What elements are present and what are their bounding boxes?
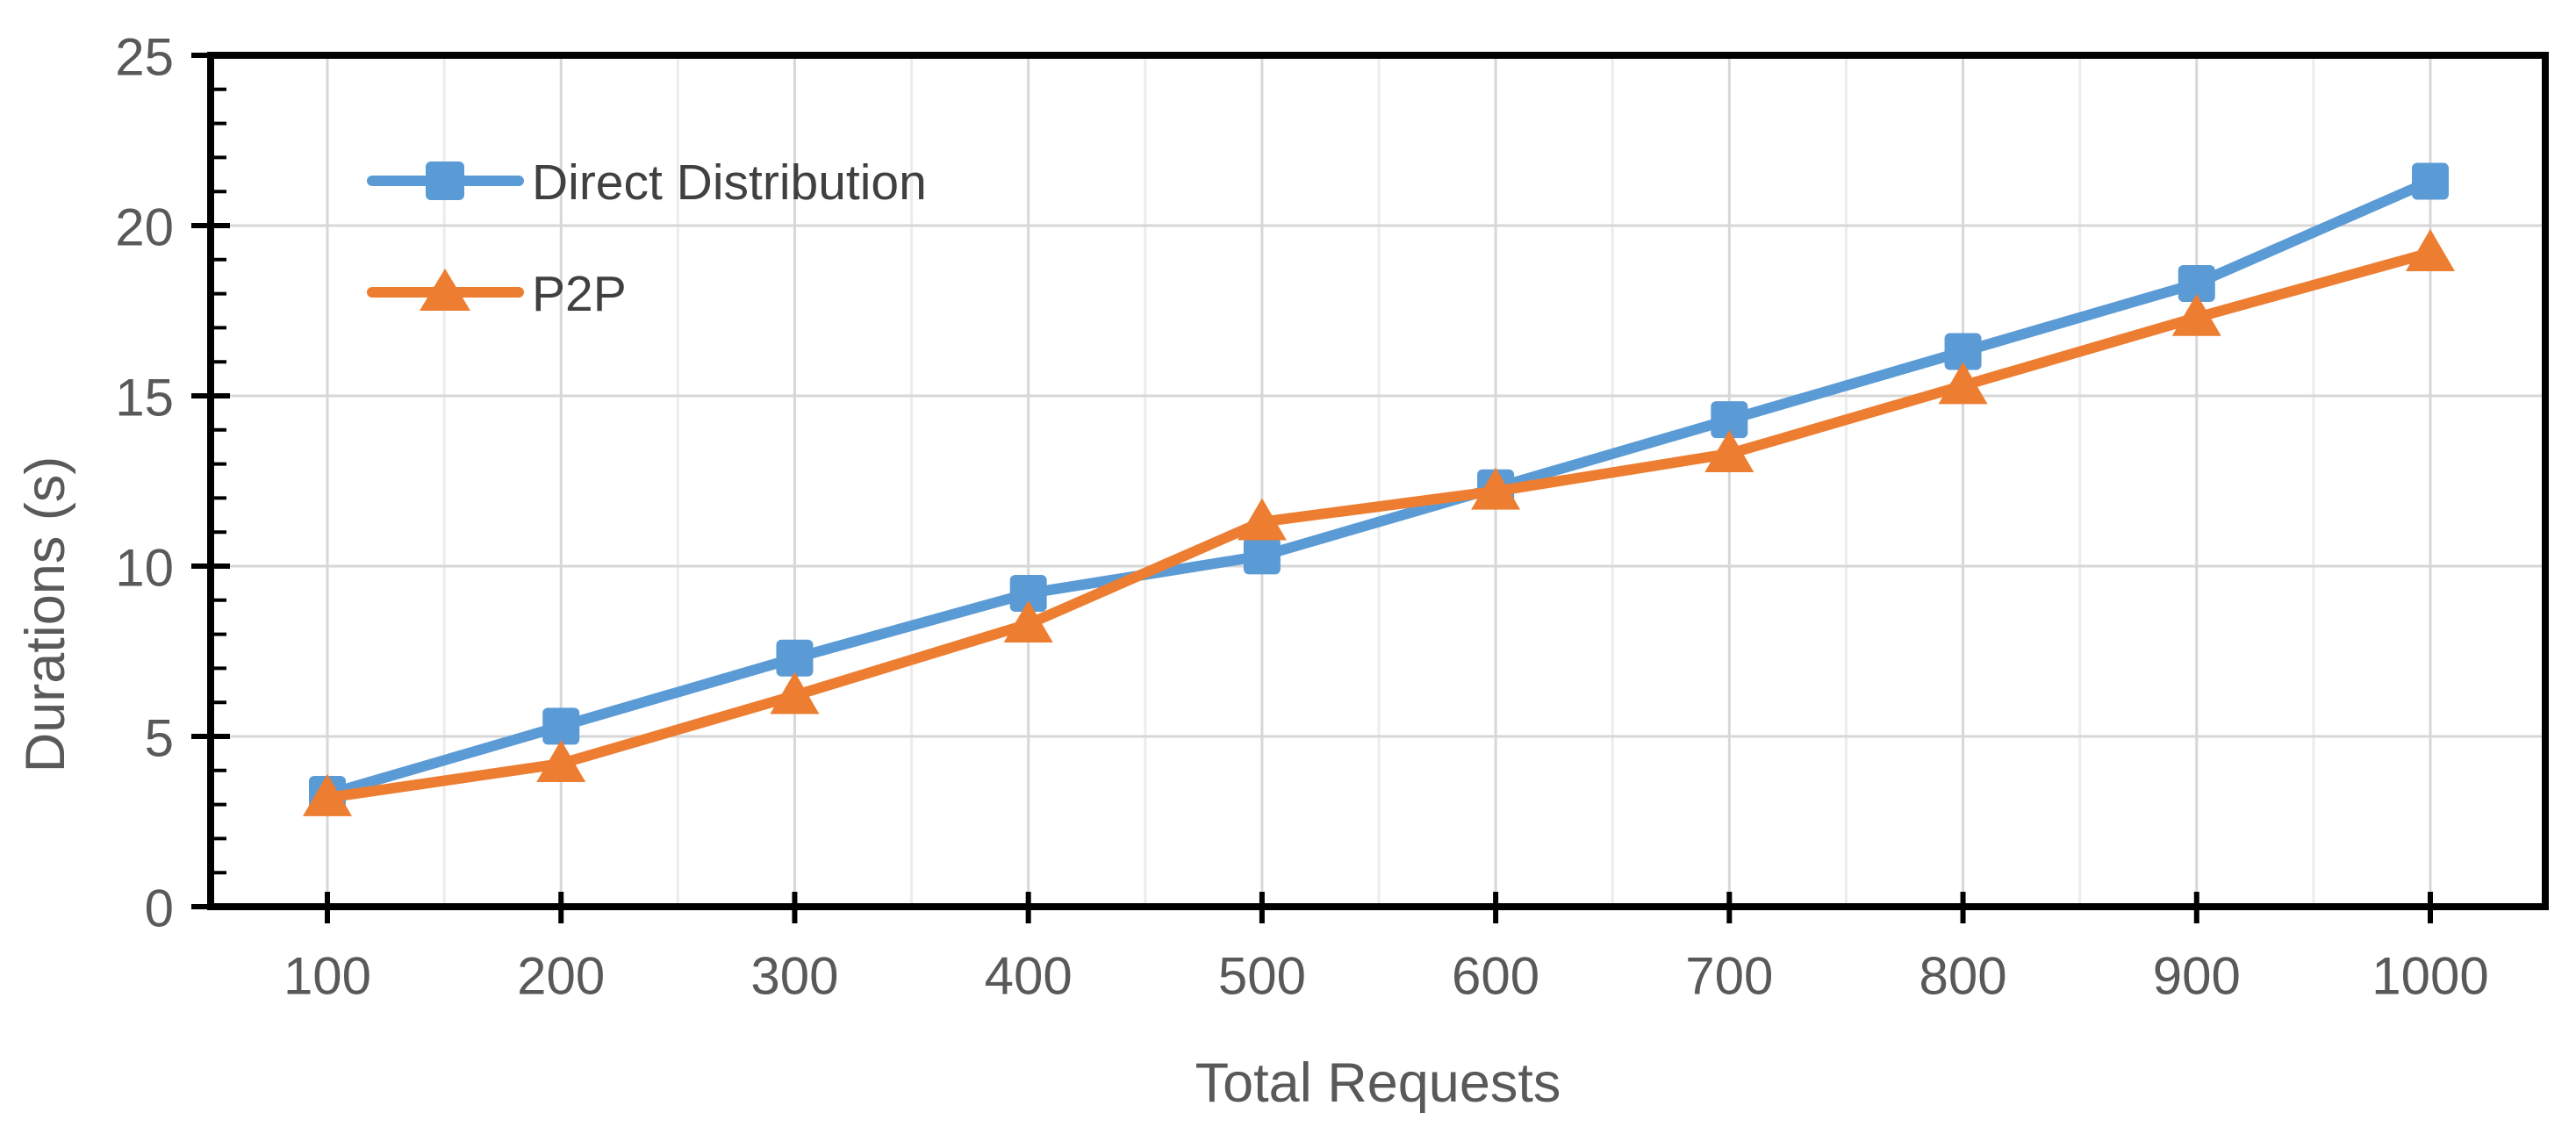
data-point-triangle-marker <box>1938 362 1988 405</box>
data-point-triangle-marker <box>1471 467 1521 510</box>
data-point-triangle-marker <box>1237 498 1287 541</box>
y-axis-tick-label: 15 <box>115 369 174 427</box>
y-axis-tick-label: 20 <box>115 198 174 257</box>
data-point-triangle-marker <box>1704 429 1754 472</box>
x-axis-tick-label: 800 <box>1919 947 2007 1006</box>
series-p2p <box>303 229 2455 816</box>
x-axis-tick-label: 600 <box>1452 947 1539 1006</box>
x-axis-tick-label: 700 <box>1685 947 1773 1006</box>
data-point-triangle-marker <box>536 740 586 783</box>
legend-item-label: Direct Distribution <box>532 154 927 211</box>
data-point-square-marker <box>2412 162 2449 200</box>
x-axis-tick-label: 100 <box>283 947 371 1006</box>
series-line <box>322 176 2436 800</box>
legend-item-p2p: P2P <box>367 266 627 322</box>
y-axis-tick-label: 25 <box>115 28 174 87</box>
x-axis-tick-label: 500 <box>1218 947 1306 1006</box>
data-point-triangle-marker <box>770 671 820 714</box>
x-axis-tick-label: 300 <box>750 947 838 1006</box>
data-point-square-marker <box>1944 333 1982 370</box>
data-point-square-marker <box>1243 537 1281 575</box>
data-point-triangle-marker <box>2171 293 2221 336</box>
legend-item-direct-distribution: Direct Distribution <box>367 154 927 211</box>
y-axis-title: Durations (s) <box>15 456 76 773</box>
data-point-square-marker <box>426 162 464 200</box>
x-axis-tick-label: 1000 <box>2371 947 2488 1006</box>
legend-item-label: P2P <box>532 266 627 322</box>
data-point-square-marker <box>776 639 814 677</box>
data-point-square-marker <box>1009 575 1047 613</box>
y-axis-tick-label: 10 <box>115 539 174 598</box>
data-point-square-marker <box>2178 264 2215 302</box>
series-direct-distribution <box>309 162 2449 813</box>
y-axis-tick-label: 0 <box>145 879 174 938</box>
series-line <box>322 248 2436 803</box>
y-axis-tick-label: 5 <box>145 709 174 768</box>
data-point-square-marker <box>1711 401 1748 439</box>
x-axis-tick-label: 400 <box>985 947 1073 1006</box>
x-axis-tick-label: 900 <box>2153 947 2241 1006</box>
plot-border <box>207 52 2549 910</box>
x-axis-tick-label: 200 <box>517 947 605 1006</box>
x-axis-title: Total Requests <box>1195 1052 1561 1114</box>
data-point-triangle-marker <box>303 773 352 816</box>
data-point-triangle-marker <box>2406 229 2455 272</box>
data-point-triangle-marker <box>420 269 470 311</box>
data-point-square-marker <box>542 707 580 745</box>
data-point-triangle-marker <box>1003 599 1053 642</box>
